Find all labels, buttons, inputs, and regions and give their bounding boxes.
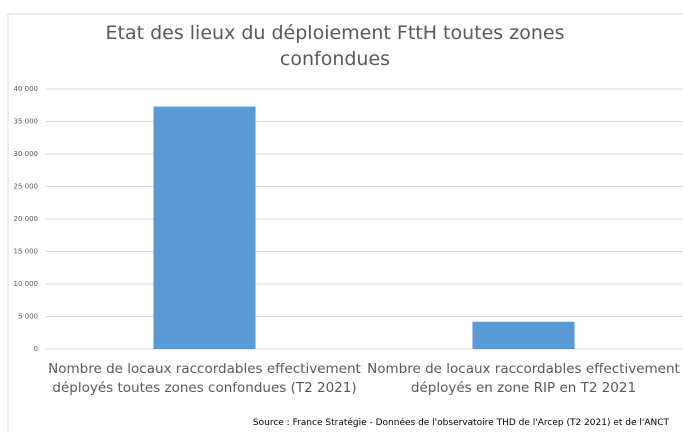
- x-tick-label: Nombre de locaux raccordables effectivem…: [48, 361, 361, 396]
- y-tick-label: 20 000: [14, 215, 39, 223]
- y-tick-label: 40 000: [14, 85, 39, 93]
- y-tick-label: 10 000: [14, 280, 39, 288]
- y-tick-label: 35 000: [14, 118, 39, 126]
- y-tick-label: 25 000: [14, 183, 39, 191]
- x-tick-label: Nombre de locaux raccordables effectivem…: [367, 361, 680, 396]
- source: Source : France Stratégie - Données de l…: [252, 418, 669, 428]
- chart-title: Etat des lieux du déploiement FttH toute…: [105, 22, 565, 70]
- y-tick-label: 5 000: [18, 313, 38, 321]
- y-tick-label: 30 000: [14, 150, 39, 158]
- bar: [153, 106, 256, 349]
- y-tick-label: 0: [34, 345, 38, 353]
- bar: [472, 321, 575, 349]
- y-tick-label: 15 000: [14, 248, 39, 256]
